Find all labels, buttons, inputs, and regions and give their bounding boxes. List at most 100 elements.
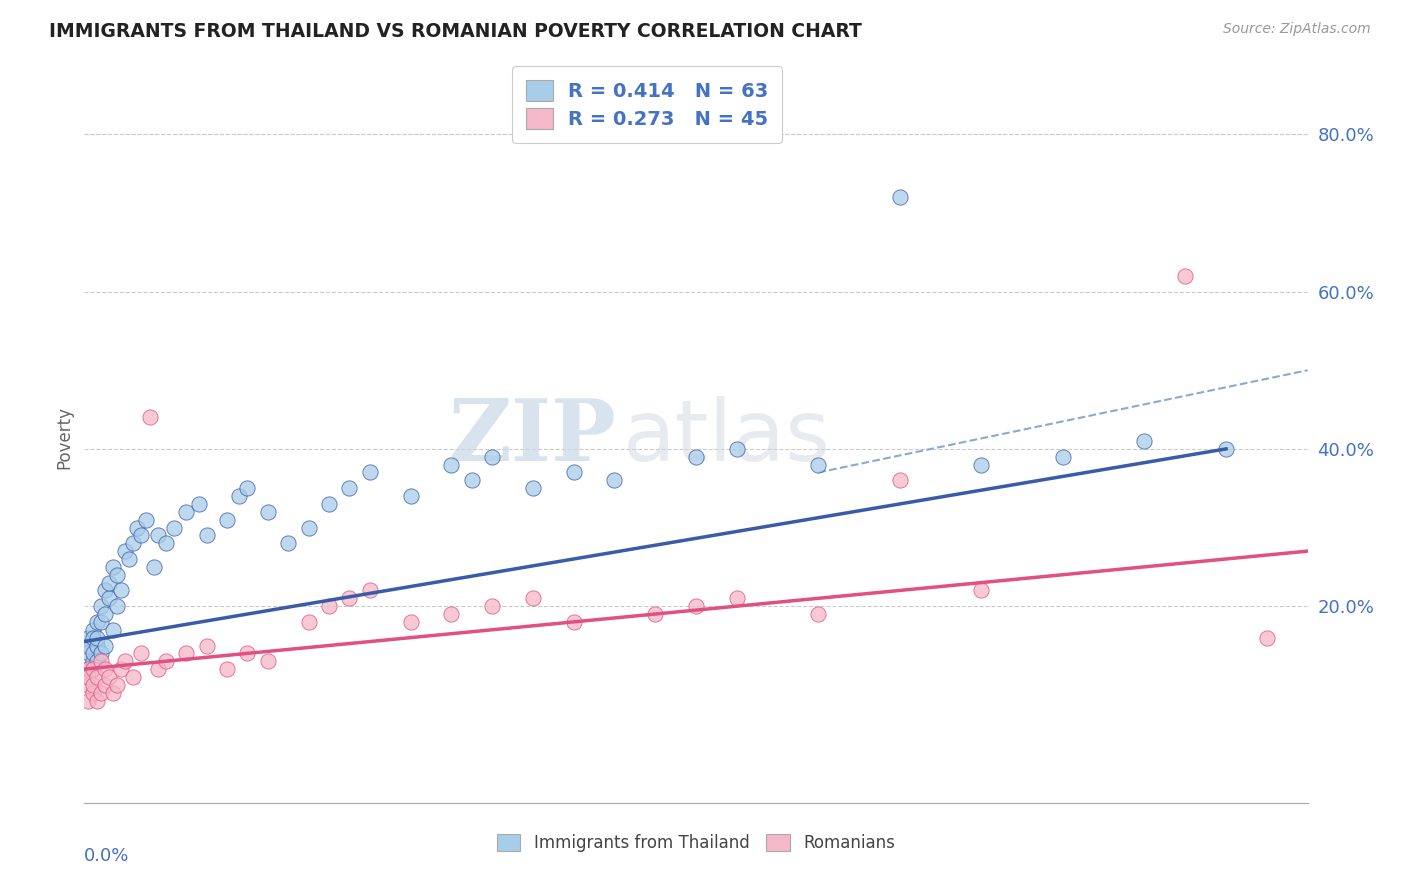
Point	[440, 607, 463, 621]
Point	[82, 678, 104, 692]
Point	[889, 473, 911, 487]
Point	[146, 662, 169, 676]
Point	[481, 599, 503, 614]
Point	[77, 693, 100, 707]
Point	[562, 466, 585, 480]
Point	[77, 678, 100, 692]
Point	[82, 686, 104, 700]
Point	[86, 639, 108, 653]
Point	[217, 513, 239, 527]
Point	[82, 646, 104, 660]
Point	[82, 662, 104, 676]
Point	[82, 662, 104, 676]
Point	[889, 190, 911, 204]
Point	[97, 670, 120, 684]
Point	[118, 552, 141, 566]
Point	[93, 583, 115, 598]
Point	[138, 410, 160, 425]
Point	[318, 497, 340, 511]
Legend: Immigrants from Thailand, Romanians: Immigrants from Thailand, Romanians	[489, 825, 903, 860]
Text: atlas: atlas	[623, 395, 831, 479]
Point	[970, 583, 993, 598]
Point	[93, 639, 115, 653]
Point	[298, 615, 321, 629]
Point	[86, 693, 108, 707]
Point	[481, 450, 503, 464]
Point	[155, 654, 177, 668]
Point	[298, 520, 321, 534]
Point	[101, 559, 124, 574]
Point	[86, 654, 108, 668]
Point	[725, 591, 748, 606]
Point	[93, 678, 115, 692]
Text: Source: ZipAtlas.com: Source: ZipAtlas.com	[1223, 22, 1371, 37]
Point	[187, 497, 209, 511]
Point	[1174, 268, 1197, 283]
Point	[90, 654, 112, 668]
Point	[217, 662, 239, 676]
Point	[318, 599, 340, 614]
Text: 0.0%: 0.0%	[84, 847, 129, 864]
Point	[131, 646, 153, 660]
Point	[142, 559, 165, 574]
Point	[1133, 434, 1156, 448]
Point	[195, 528, 218, 542]
Point	[110, 583, 132, 598]
Point	[82, 654, 104, 668]
Point	[522, 591, 544, 606]
Point	[807, 607, 830, 621]
Point	[77, 631, 100, 645]
Point	[685, 450, 707, 464]
Point	[97, 591, 120, 606]
Point	[90, 646, 112, 660]
Point	[82, 631, 104, 645]
Point	[399, 489, 422, 503]
Point	[127, 520, 149, 534]
Point	[77, 646, 100, 660]
Point	[90, 615, 112, 629]
Point	[90, 686, 112, 700]
Point	[101, 623, 124, 637]
Point	[82, 623, 104, 637]
Point	[110, 662, 132, 676]
Point	[114, 544, 136, 558]
Point	[339, 591, 361, 606]
Point	[97, 575, 120, 590]
Point	[122, 536, 145, 550]
Point	[685, 599, 707, 614]
Point	[86, 670, 108, 684]
Point	[174, 646, 197, 660]
Point	[174, 505, 197, 519]
Point	[77, 639, 100, 653]
Point	[114, 654, 136, 668]
Point	[86, 615, 108, 629]
Point	[195, 639, 218, 653]
Point	[461, 473, 484, 487]
Point	[93, 607, 115, 621]
Point	[135, 513, 157, 527]
Point	[86, 631, 108, 645]
Point	[163, 520, 186, 534]
Y-axis label: Poverty: Poverty	[55, 406, 73, 468]
Point	[105, 567, 128, 582]
Point	[146, 528, 169, 542]
Point	[807, 458, 830, 472]
Point	[359, 466, 381, 480]
Point	[522, 481, 544, 495]
Point	[93, 662, 115, 676]
Point	[228, 489, 250, 503]
Point	[359, 583, 381, 598]
Text: ZIP: ZIP	[449, 395, 616, 479]
Point	[77, 662, 100, 676]
Point	[131, 528, 153, 542]
Point	[155, 536, 177, 550]
Point	[105, 599, 128, 614]
Point	[236, 646, 259, 660]
Point	[562, 615, 585, 629]
Point	[77, 670, 100, 684]
Point	[440, 458, 463, 472]
Point	[257, 654, 280, 668]
Point	[90, 599, 112, 614]
Point	[399, 615, 422, 629]
Point	[101, 686, 124, 700]
